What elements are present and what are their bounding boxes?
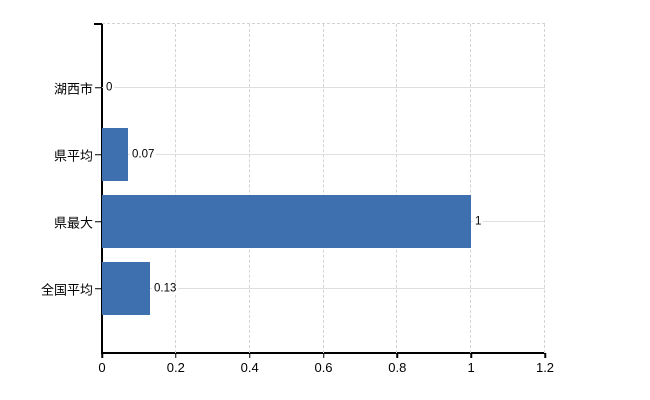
y-axis-end-tick	[94, 23, 102, 25]
y-axis-tick	[95, 86, 102, 89]
x-tick-label: 0.2	[166, 360, 185, 375]
v-gridline	[544, 24, 545, 353]
x-tick-label: 0	[98, 360, 106, 375]
x-tick-label: 0.6	[314, 360, 333, 375]
bar	[102, 195, 471, 248]
x-tick-label: 1	[467, 360, 475, 375]
h-gridline	[102, 154, 545, 155]
v-gridline	[174, 24, 176, 353]
x-tick-label: 0.8	[388, 360, 407, 375]
category-label: 県平均	[53, 148, 93, 163]
y-axis-tick	[95, 153, 102, 156]
bar-value-label: 0.13	[152, 281, 179, 295]
y-axis-tick	[95, 220, 102, 223]
x-axis-tick	[322, 353, 325, 358]
x-axis-tick	[470, 353, 472, 358]
v-gridline	[322, 24, 324, 353]
v-gridline	[470, 24, 472, 353]
bar-value-label: 0	[104, 80, 115, 94]
v-gridline	[248, 24, 250, 353]
plot-area: 0 湖西市 0.07 県平均 1 県最大 0.13 全国平均 0 0.2 0.4 0.6 0.8 1 1.2	[41, 23, 554, 375]
x-tick-label: 0.4	[240, 360, 259, 375]
bar-value-label: 0.07	[130, 147, 157, 161]
x-axis-tick	[544, 353, 546, 358]
y-axis-tick	[95, 287, 102, 290]
x-axis-tick	[101, 353, 103, 358]
v-gridline	[396, 24, 398, 353]
x-axis-tick	[248, 353, 251, 358]
bar-value-label: 1	[473, 214, 484, 228]
bar	[102, 128, 128, 181]
h-gridline	[102, 288, 545, 289]
x-tick-label: 1.2	[535, 360, 555, 375]
category-label: 全国平均	[40, 282, 93, 297]
category-label: 湖西市	[53, 81, 93, 96]
h-gridline	[102, 87, 545, 88]
y-axis-line	[101, 24, 103, 353]
x-axis-tick	[175, 353, 177, 358]
x-axis-tick	[396, 353, 399, 358]
bar	[102, 262, 150, 315]
category-label: 県最大	[53, 215, 93, 230]
